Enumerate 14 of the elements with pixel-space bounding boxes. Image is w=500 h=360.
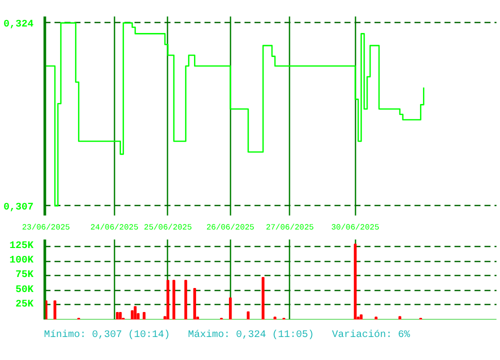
y-tick-label: 100K bbox=[9, 256, 34, 267]
x-tick-label: 23/06/2025 bbox=[22, 224, 70, 232]
x-tick-label: 24/06/2025 bbox=[90, 224, 139, 232]
text: Mínimo: 0,307 (10:14) Máximo: 0,324 (11:05) Variación: 6% bbox=[44, 330, 410, 341]
x-tick-label: 27/06/2025 bbox=[266, 224, 314, 232]
x-tick-label: 30/06/2025 bbox=[331, 224, 380, 232]
y-tick-label: 0,324 bbox=[3, 19, 34, 30]
y-tick-label: 50K bbox=[15, 284, 34, 296]
y-tick-label: 25K bbox=[15, 299, 34, 310]
y-tick-label: 125K bbox=[9, 241, 34, 252]
x-tick-label: 25/06/2025 bbox=[144, 224, 192, 232]
x-tick-label: 26/06/2025 bbox=[206, 224, 255, 232]
y-tick-label: 75K bbox=[15, 270, 34, 282]
y-tick-label: 0,307 bbox=[3, 202, 34, 214]
